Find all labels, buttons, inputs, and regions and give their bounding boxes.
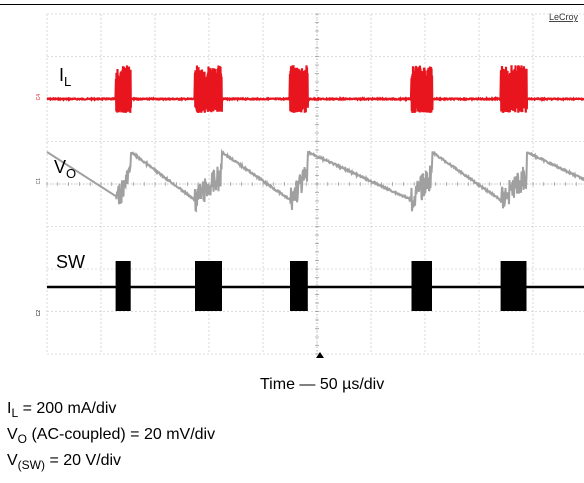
output-voltage-trace	[46, 148, 584, 213]
info-line-output-voltage: VO (AC-coupled) = 20 mV/div	[7, 426, 216, 446]
channel-label: SW	[56, 252, 85, 272]
info-symbol: V	[7, 452, 18, 469]
info-symbol: V	[7, 426, 18, 443]
info-subscript: O	[17, 432, 28, 446]
channel-offset-marker: C4	[36, 94, 42, 101]
info-line-switch-voltage: V(SW) = 20 V/div	[7, 452, 122, 472]
info-symbol: I	[7, 400, 12, 417]
channel-offset-marker: C2	[36, 310, 42, 317]
switch-voltage-burst	[500, 261, 527, 311]
top-border-line	[0, 4, 584, 5]
switch-voltage-burst	[195, 261, 222, 311]
switch-voltage-burst	[411, 261, 432, 311]
oscilloscope-screen: LeCroy IL VO SW C4 C1 C2	[36, 12, 584, 358]
time-axis-label: Time — 50 µs/div	[260, 376, 385, 393]
switch-voltage-burst	[290, 261, 308, 311]
traces	[46, 65, 584, 311]
channel-label: IL	[59, 65, 71, 89]
info-scale-text: = 200 mA/div	[18, 400, 117, 417]
info-subscript: L	[11, 406, 19, 420]
channel-labels: IL VO SW	[54, 65, 85, 272]
info-scale-text: = 20 V/div	[45, 452, 122, 469]
channel-label: VO	[54, 157, 76, 181]
info-scale-text: (AC-coupled) = 20 mV/div	[27, 426, 216, 443]
info-line-current: IL = 200 mA/div	[7, 400, 117, 420]
trigger-position-marker	[316, 352, 324, 358]
channel-offset-marker: C1	[36, 178, 42, 185]
channel-markers: C4 C1 C2	[36, 94, 42, 317]
info-subscript: (SW)	[17, 458, 45, 472]
brand-logo: LeCroy	[549, 12, 579, 22]
inductor-current-trace	[46, 65, 584, 114]
switch-voltage-burst	[115, 261, 131, 311]
